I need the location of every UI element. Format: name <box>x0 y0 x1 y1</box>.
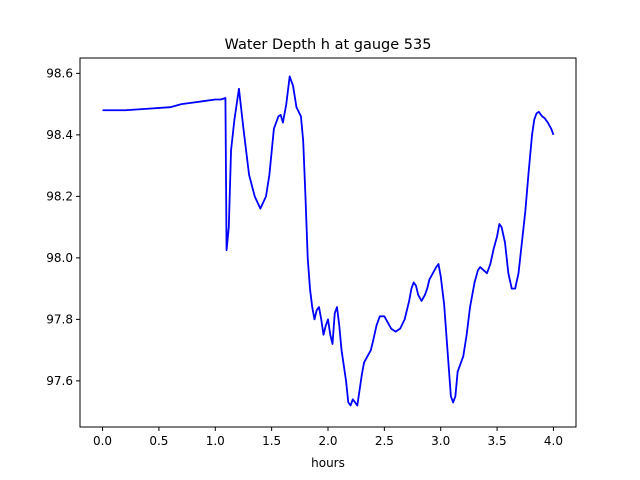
x-tick-label: 0.0 <box>93 434 112 448</box>
x-tick-label: 4.0 <box>544 434 563 448</box>
y-tick-label: 98.0 <box>46 251 73 265</box>
axes-frame <box>79 57 577 428</box>
y-tick-label: 97.6 <box>46 374 73 388</box>
x-tick-label: 2.5 <box>375 434 394 448</box>
x-tick-label: 1.5 <box>262 434 281 448</box>
x-axis-ticks: 0.0 0.5 1.0 1.5 2.0 2.5 3.0 3.5 4.0 <box>93 427 563 448</box>
series-line <box>102 75 555 407</box>
x-tick-label: 3.0 <box>431 434 450 448</box>
y-tick-label: 98.6 <box>46 66 73 80</box>
chart-title: Water Depth h at gauge 535 <box>225 37 432 53</box>
x-tick-label: 1.0 <box>206 434 225 448</box>
y-tick-label: 97.8 <box>46 312 73 326</box>
x-tick-label: 2.0 <box>318 434 337 448</box>
x-tick-label: 3.5 <box>488 434 507 448</box>
y-tick-label: 98.2 <box>46 189 73 203</box>
x-axis-label: hours <box>311 456 345 470</box>
y-axis-ticks: 97.6 97.8 98.0 98.2 98.4 98.6 <box>46 66 80 388</box>
plot-area: 0.0 0.5 1.0 1.5 2.0 2.5 3.0 3.5 4.0 97.6 97.8 98.0… <box>46 57 577 448</box>
y-tick-label: 98.4 <box>46 128 73 142</box>
x-tick-label: 0.5 <box>149 434 168 448</box>
